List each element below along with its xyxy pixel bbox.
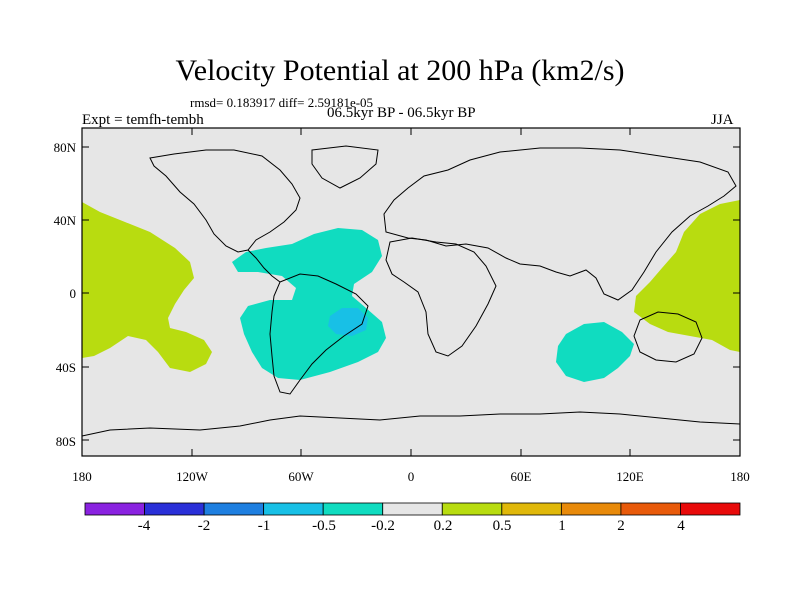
colorbar-swatch [501, 502, 562, 516]
colorbar [84, 502, 741, 516]
coast-africa [385, 237, 497, 357]
y-tick-0: 0 [70, 286, 77, 301]
tick-marks [81, 128, 741, 456]
colorbar-label: 1 [558, 518, 566, 534]
coast-australia [633, 311, 703, 363]
colorbar-swatch [441, 502, 503, 516]
y-tick-40n: 40N [54, 213, 77, 228]
colorbar-swatch [680, 502, 741, 516]
positive-region-west-pacific [634, 200, 740, 352]
colorbar-label: -4 [137, 518, 151, 534]
coast-greenland [311, 145, 379, 189]
coast-central-america [247, 249, 281, 283]
x-tick-60e: 60E [511, 469, 532, 484]
colorbar-label: 4 [677, 518, 685, 534]
experiment-label: Expt = temfh-tembh [82, 112, 204, 128]
y-tick-80n: 80N [54, 140, 77, 155]
colorbar-label: -0.5 [312, 518, 336, 534]
coast-eurasia [383, 147, 737, 301]
colorbar-label: -0.2 [371, 518, 395, 534]
colorbar-label: 0.5 [492, 518, 512, 534]
x-tick-120e: 120E [616, 469, 644, 484]
x-tick-120w: 120W [176, 469, 209, 484]
colorbar-swatch [620, 502, 681, 516]
colorbar-swatch [84, 502, 145, 516]
period-label: 06.5kyr BP - 06.5kyr BP [327, 105, 476, 121]
colorbar-swatch [203, 502, 265, 516]
season-label: JJA [711, 112, 734, 128]
negative-strong-region [328, 308, 368, 336]
x-tick-180e: 180 [730, 469, 750, 484]
stats-readout: rmsd= 0.183917 diff= 2.59181e-05 [190, 95, 374, 110]
colorbar-swatch [322, 502, 384, 516]
negative-region-indian-ocean [556, 322, 634, 382]
y-tick-80s: 80S [56, 434, 76, 449]
x-tick-60w: 60W [288, 469, 314, 484]
colorbar-label: -1 [257, 518, 271, 534]
coastlines [81, 145, 741, 437]
coast-south-america [269, 273, 369, 395]
colorbar-label: 0.2 [433, 518, 453, 534]
x-tick-0: 0 [408, 469, 415, 484]
y-tick-40s: 40S [56, 360, 76, 375]
page-title: Velocity Potential at 200 hPa (km2/s) [175, 54, 625, 87]
coast-antarctica [81, 411, 741, 437]
colorbar-swatch [382, 502, 443, 516]
colorbar-swatch [263, 502, 324, 516]
positive-region-east-pacific [82, 202, 212, 372]
colorbar-label: 2 [617, 518, 625, 534]
x-tick-180w: 180 [72, 469, 92, 484]
colorbar-swatch [560, 502, 622, 516]
colorbar-label: -2 [197, 518, 211, 534]
colorbar-swatch [144, 502, 205, 516]
coast-north-america [149, 149, 301, 253]
map-panel [82, 128, 740, 456]
